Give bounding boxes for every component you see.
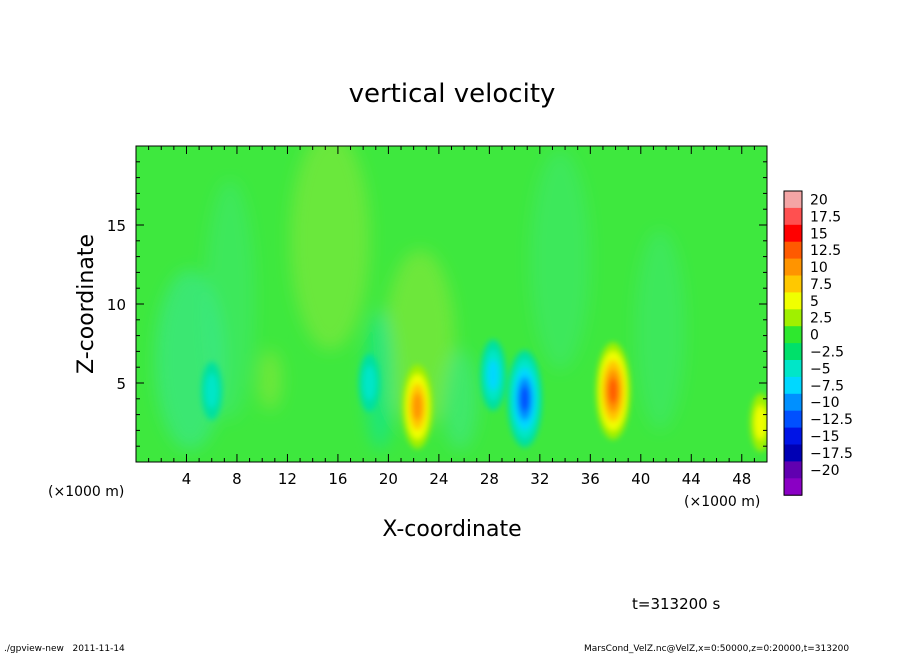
- x-tick-label: 32: [530, 470, 549, 488]
- colorbar-swatch: [784, 326, 802, 344]
- downdraft-contour: [363, 365, 376, 401]
- colorbar-swatch: [784, 191, 802, 209]
- colorbar-swatch: [784, 393, 802, 412]
- colorbar-label: −5: [810, 361, 831, 377]
- colorbar-swatch: [784, 343, 802, 361]
- colorbar-swatch: [784, 309, 802, 327]
- chart-title: vertical velocity: [349, 79, 556, 109]
- downdraft-contour: [519, 385, 530, 412]
- colorbar-swatch: [784, 207, 802, 226]
- colorbar-label: 2.5: [810, 311, 832, 327]
- colorbar-label: 7.5: [810, 277, 832, 293]
- x-tick-label: 40: [631, 470, 650, 488]
- colorbar-swatch: [784, 410, 802, 429]
- colorbar-swatch: [784, 292, 802, 310]
- colorbar-swatch: [784, 360, 802, 378]
- x-axis-ticks: 4 8 12 16 20 24 28 32 36 40 44 48: [148, 146, 755, 488]
- footer-right: MarsCond_VelZ.nc@VelZ,x=0:50000,z=0:2000…: [584, 644, 849, 654]
- colorbar-label: −20: [810, 463, 840, 479]
- y-axis-label: Z-coordinate: [74, 234, 99, 374]
- x-tick-label: 4: [182, 470, 192, 488]
- soft-shading: [155, 146, 685, 450]
- x-tick-label: 48: [732, 470, 751, 488]
- updraft-contour: [608, 377, 618, 405]
- colorbar-swatch: [784, 258, 802, 276]
- x-unit-left: (×1000 m): [48, 484, 124, 500]
- x-tick-label: 8: [232, 470, 242, 488]
- velocity-features: [201, 339, 767, 452]
- y-tick-label: 15: [107, 217, 126, 235]
- y-tick-label: 10: [107, 296, 126, 314]
- time-label: t=313200 s: [632, 595, 720, 613]
- x-tick-label: 12: [278, 470, 297, 488]
- updraft-contour: [412, 392, 423, 421]
- colorbar-label: −15: [810, 429, 840, 445]
- colorbar-label: 17.5: [810, 209, 841, 225]
- colorbar-label: −17.5: [810, 446, 853, 462]
- colorbar-label: −10: [810, 395, 840, 411]
- colorbar-swatch: [784, 224, 802, 243]
- colorbar-label: −12.5: [810, 412, 853, 428]
- x-tick-label: 20: [379, 470, 398, 488]
- colorbar: 2017.51512.5107.552.50−2.5−5−7.5−10−12.5…: [783, 190, 853, 496]
- x-tick-label: 36: [581, 470, 600, 488]
- x-axis-label: X-coordinate: [382, 517, 521, 542]
- colorbar-label: 12.5: [810, 243, 841, 259]
- updraft-contour: [754, 405, 767, 440]
- colorbar-label: 0: [810, 328, 819, 344]
- colorbar-swatch: [784, 427, 802, 445]
- x-tick-label: 28: [480, 470, 499, 488]
- downdraft-contour: [205, 373, 219, 409]
- x-tick-label: 24: [429, 470, 448, 488]
- colorbar-swatch: [784, 444, 802, 462]
- y-axis-ticks: 5 10 15: [107, 161, 767, 447]
- footer-left: ./gpview-new 2011-11-14: [4, 644, 125, 654]
- colorbar-swatch: [784, 478, 802, 496]
- x-tick-label: 44: [682, 470, 701, 488]
- colorbar-label: 15: [810, 226, 828, 242]
- plot-area: [136, 146, 767, 462]
- colorbar-frame: [783, 190, 803, 496]
- colorbar-label: −7.5: [810, 378, 844, 394]
- downdraft-contour: [487, 359, 499, 391]
- colorbar-swatch: [784, 241, 802, 260]
- colorbar-swatch: [784, 275, 802, 293]
- x-tick-label: 16: [328, 470, 347, 488]
- colorbar-label: −2.5: [810, 345, 844, 361]
- colorbar-swatch: [784, 376, 802, 395]
- colorbar-label: 5: [810, 294, 819, 310]
- colorbar-label: 10: [810, 260, 828, 276]
- colorbar-swatch: [784, 461, 802, 479]
- x-unit-right: (×1000 m): [684, 494, 760, 510]
- y-tick-label: 5: [116, 375, 126, 393]
- colorbar-label: 20: [810, 192, 828, 208]
